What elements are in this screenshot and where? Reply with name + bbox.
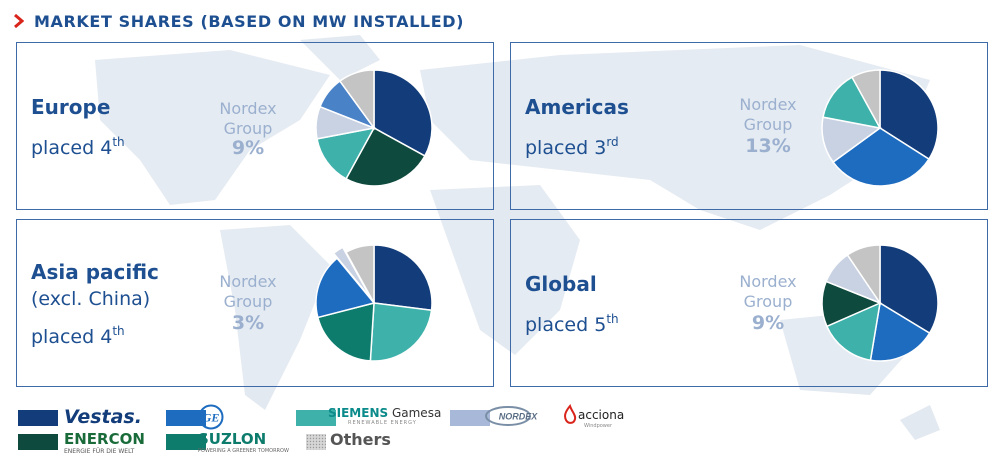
nordex-share: 9% — [751, 312, 785, 334]
acciona-tagline: Windpower — [584, 423, 613, 429]
chevron-right-icon — [14, 14, 24, 28]
siemens-gamesa-tagline: RENEWABLE ENERGY — [348, 420, 417, 426]
nordex-group-label: Nordex Group — [219, 272, 277, 311]
legend-swatch-siemens-gamesa — [296, 410, 336, 426]
svg-text:NORDEX: NORDEX — [499, 412, 539, 422]
pie-slice-others — [846, 244, 881, 306]
region-title: Americas — [525, 95, 629, 119]
legend: Vestas. ENERCON ENERGIE FÜR DIE WELT GE … — [0, 398, 1000, 464]
legend-swatch-vestas — [18, 410, 58, 426]
pie-chart-asia-pacific — [315, 244, 433, 362]
legend-label-others: Others — [330, 430, 391, 449]
region-title: Asia pacific — [31, 260, 159, 284]
pie-slice-ge — [315, 257, 376, 319]
pie-slice-others — [851, 69, 881, 129]
acciona-flame-icon — [564, 404, 577, 424]
pie-slice-ge — [869, 301, 931, 362]
svg-text:GE: GE — [203, 411, 220, 425]
ge-logo-icon: GE — [198, 404, 224, 430]
nordex-group-label: Nordex Group — [739, 95, 797, 134]
placement-text: placed 3rd — [525, 135, 619, 159]
nordex-group-label: Nordex Group — [219, 99, 277, 138]
region-title: Europe — [31, 95, 111, 119]
page-header: MARKET SHARES (BASED ON MW INSTALLED) — [14, 8, 464, 34]
suzlon-logo: SUZLON — [198, 430, 267, 448]
nordex-share: 9% — [231, 137, 265, 159]
acciona-logo: acciona — [578, 408, 625, 422]
legend-swatch-nordex — [450, 410, 490, 426]
vestas-logo: Vestas. — [64, 406, 142, 428]
region-subtitle: (excl. China) — [31, 288, 151, 310]
placement-text: placed 5th — [525, 312, 619, 336]
panel-europe: Europe placed 4th Nordex Group 9% — [16, 42, 494, 210]
legend-swatch-ge — [166, 410, 206, 426]
pie-chart-europe — [315, 69, 433, 187]
nordex-share: 13% — [745, 135, 791, 157]
pie-slice-siemens-gamesa — [825, 301, 881, 362]
pie-slice-siemens-gamesa — [369, 302, 433, 362]
enercon-logo: ENERCON — [64, 430, 145, 448]
pie-chart-global — [821, 244, 939, 362]
enercon-tagline: ENERGIE FÜR DIE WELT — [64, 448, 135, 455]
pie-slice-others — [345, 244, 375, 304]
nordex-logo: NORDEX — [485, 406, 539, 426]
panel-americas: Americas placed 3rd Nordex Group 13% — [510, 42, 988, 210]
pie-slice-vestas — [373, 244, 433, 312]
legend-swatch-enercon — [18, 434, 58, 450]
pie-slice-others — [338, 69, 375, 131]
pie-slice-suzlon — [316, 302, 375, 362]
region-title: Global — [525, 272, 597, 296]
pie-slice-enercon — [345, 126, 426, 187]
pie-slice-nordex — [332, 246, 372, 299]
pie-chart-americas — [821, 69, 939, 187]
placement-text: placed 4th — [31, 135, 125, 159]
legend-swatch-others — [306, 434, 326, 450]
siemens-gamesa-logo: SIEMENS Gamesa — [328, 406, 442, 420]
page-title: MARKET SHARES (BASED ON MW INSTALLED) — [34, 11, 465, 31]
nordex-share: 3% — [231, 312, 265, 334]
suzlon-tagline: POWERING A GREENER TOMORROW — [198, 448, 289, 454]
pie-slice-siemens-gamesa — [316, 126, 376, 180]
pie-slice-siemens-gamesa — [822, 76, 882, 130]
pie-slice-ge — [832, 127, 931, 187]
placement-text: placed 4th — [31, 324, 125, 348]
panel-asia-pacific: Asia pacific (excl. China) placed 4th No… — [16, 219, 494, 387]
legend-swatch-suzlon — [166, 434, 206, 450]
panel-global: Global placed 5th Nordex Group 9% — [510, 219, 988, 387]
pie-slice-vestas — [373, 69, 433, 157]
nordex-group-label: Nordex Group — [739, 272, 797, 311]
